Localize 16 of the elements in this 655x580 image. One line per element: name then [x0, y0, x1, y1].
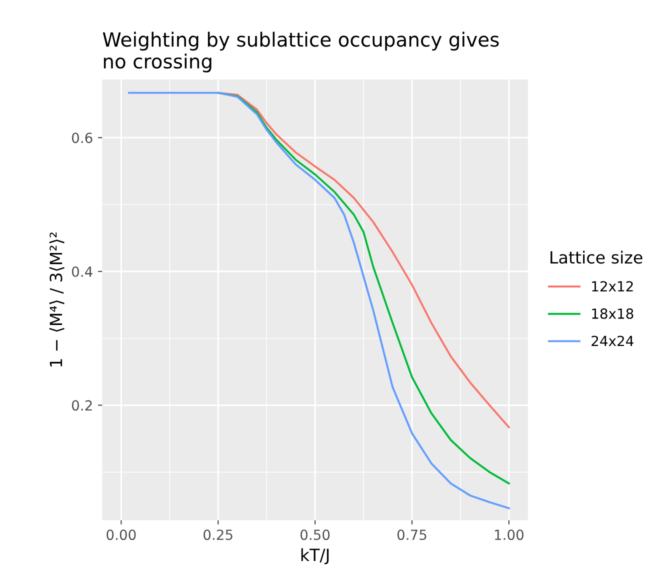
y-axis-title: 1 − ⟨M⁴⟩ / 3⟨M²⟩² [49, 232, 64, 366]
y-tick-label: 0.6 [72, 132, 92, 144]
legend-title: Lattice size [550, 250, 642, 264]
x-tick-label: 1.00 [494, 530, 524, 540]
legend-label: 24x24 [592, 336, 634, 346]
chart-title: Weighting by sublattice occupancy gives no crossing [102, 32, 499, 72]
legend-label: 12x12 [592, 281, 633, 292]
x-tick-label: 0.00 [106, 530, 136, 540]
x-axis-title: kT/J [301, 548, 329, 564]
legend-label: 18x18 [592, 308, 634, 319]
x-tick-label: 0.50 [300, 530, 330, 540]
y-tick-label: 0.4 [72, 266, 92, 277]
line-series [128, 92, 510, 510]
y-tick-label: 0.2 [72, 400, 92, 411]
x-tick-label: 0.75 [397, 530, 426, 540]
x-tick-label: 0.25 [204, 530, 232, 540]
